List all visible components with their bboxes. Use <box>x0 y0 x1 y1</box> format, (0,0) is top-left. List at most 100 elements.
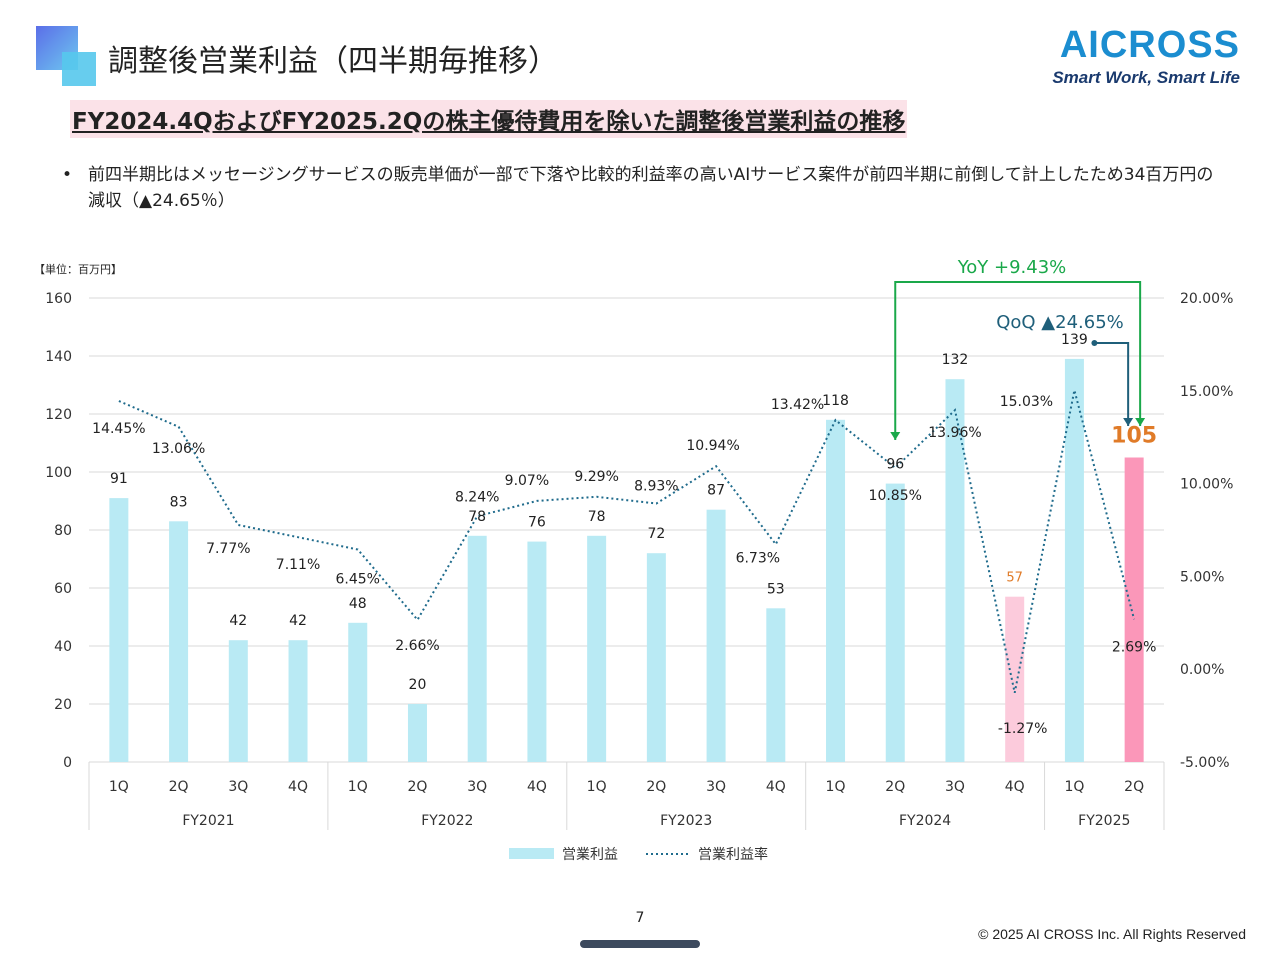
x-tick-label: 1Q <box>109 779 129 795</box>
logo-wordmark: AICROSS <box>1059 24 1240 66</box>
bullet-text: 前四半期比はメッセージングサービスの販売単価が一部で下落や比較的利益率の高いAI… <box>88 165 1214 211</box>
margin-value-label: 8.93% <box>634 478 678 494</box>
bar <box>766 608 786 762</box>
bar <box>1005 596 1025 762</box>
bar-value-label: 76 <box>528 515 546 531</box>
bar <box>527 541 547 762</box>
bar <box>169 521 189 762</box>
bar <box>109 498 129 762</box>
y-left-tick-label: 120 <box>45 407 72 423</box>
bar-value-label: 105 <box>1111 424 1157 449</box>
unit-label: 【単位：百万円】 <box>34 262 122 276</box>
x-tick-label: 2Q <box>169 779 189 795</box>
bar <box>706 509 726 762</box>
bullet-marker: • <box>62 165 73 185</box>
bar <box>826 419 846 762</box>
y-right-tick-label: 0.00% <box>1180 662 1224 678</box>
x-group-label: FY2024 <box>899 813 951 829</box>
bar-value-label: 53 <box>767 581 785 597</box>
x-tick-label: 1Q <box>587 779 607 795</box>
y-right-tick-label: 20.00% <box>1180 291 1233 307</box>
margin-value-label: 7.77% <box>206 541 250 557</box>
bar <box>945 379 965 762</box>
bar-value-label: 78 <box>468 509 486 525</box>
bar-value-label: 139 <box>1061 332 1088 348</box>
y-right-tick-label: 5.00% <box>1180 569 1224 585</box>
page-number: 7 <box>635 910 645 926</box>
x-tick-label: 3Q <box>945 779 965 795</box>
margin-line <box>118 389 1136 694</box>
bar <box>1124 457 1144 762</box>
margin-value-label: -1.27% <box>998 721 1048 737</box>
x-group-label: FY2021 <box>182 813 234 829</box>
yoy-annotation: YoY +9.43% <box>957 257 1067 278</box>
bar-value-label: 132 <box>942 352 969 368</box>
x-tick-label: 1Q <box>826 779 846 795</box>
y-left-tick-label: 20 <box>54 697 72 713</box>
legend-label-bar: 営業利益 <box>562 847 618 863</box>
company-logo: AICROSS Smart Work, Smart Life <box>1030 24 1240 88</box>
legend-label-line: 営業利益率 <box>698 846 768 863</box>
legend-swatch-bar <box>509 848 554 859</box>
x-tick-label: 1Q <box>348 779 368 795</box>
x-tick-label: 3Q <box>228 779 248 795</box>
margin-value-label: 15.03% <box>1000 394 1053 410</box>
bar-value-label: 48 <box>349 596 367 612</box>
bar <box>587 535 607 762</box>
x-tick-label: 2Q <box>885 779 905 795</box>
y-left-tick-label: 40 <box>54 639 72 655</box>
bar-value-label: 78 <box>588 509 606 525</box>
x-tick-label: 4Q <box>1005 779 1025 795</box>
bar-value-label: 83 <box>170 494 188 510</box>
x-tick-label: 3Q <box>706 779 726 795</box>
y-right-tick-label: 10.00% <box>1180 477 1233 493</box>
bar-value-label: 42 <box>229 613 247 629</box>
x-group-label: FY2022 <box>421 813 473 829</box>
bar <box>348 622 368 762</box>
x-tick-label: 1Q <box>1064 779 1084 795</box>
x-tick-label: 4Q <box>766 779 786 795</box>
yoy-arrowhead-start <box>890 432 901 440</box>
margin-value-label: 2.69% <box>1112 639 1156 655</box>
margin-value-label: 8.24% <box>455 489 499 505</box>
qoq-arrowhead <box>1123 418 1134 426</box>
margin-value-label: 10.85% <box>869 488 922 504</box>
yoy-arrowhead-end <box>1135 418 1146 426</box>
x-tick-label: 2Q <box>408 779 428 795</box>
y-left-tick-label: 80 <box>54 523 72 539</box>
section-subtitle: FY2024.4QおよびFY2025.2Qの株主優待費用を除いた調整後営業利益の… <box>70 100 908 138</box>
bar-value-label: 118 <box>822 393 849 409</box>
bar <box>1064 358 1084 762</box>
x-tick-label: 4Q <box>527 779 547 795</box>
x-group-label: FY2025 <box>1078 813 1130 829</box>
yoy-bracket <box>894 281 1142 440</box>
bar-value-label: 42 <box>289 613 307 629</box>
qoq-bracket <box>1094 342 1130 426</box>
margin-value-label: 10.94% <box>686 438 739 454</box>
y-left-tick-label: 0 <box>63 755 72 771</box>
margin-value-label: 6.73% <box>736 550 780 566</box>
page-indicator-bar <box>580 940 700 948</box>
margin-value-label: 13.06% <box>152 441 205 457</box>
x-tick-label: 3Q <box>467 779 487 795</box>
margin-value-label: 14.45% <box>92 421 145 437</box>
margin-value-label: 7.11% <box>276 557 320 573</box>
bar <box>467 535 487 762</box>
x-group-label: FY2023 <box>660 813 712 829</box>
margin-value-label: 6.45% <box>336 571 380 587</box>
margin-value-label: 9.29% <box>574 469 618 485</box>
bar-value-label: 91 <box>110 471 128 487</box>
y-right-tick-label: -5.00% <box>1180 755 1230 771</box>
y-left-tick-label: 160 <box>45 291 72 307</box>
bar-value-label: 72 <box>647 526 665 542</box>
bar <box>288 640 308 762</box>
bar <box>885 483 905 762</box>
margin-value-label: 13.96% <box>928 425 981 441</box>
logo-tagline: Smart Work, Smart Life <box>1052 68 1240 87</box>
x-tick-label: 2Q <box>1124 779 1144 795</box>
bar-value-label: 96 <box>886 457 904 473</box>
margin-value-label: 2.66% <box>395 638 439 654</box>
y-left-tick-label: 60 <box>54 581 72 597</box>
x-tick-label: 2Q <box>646 779 666 795</box>
bar-value-label: 57 <box>1006 571 1023 586</box>
